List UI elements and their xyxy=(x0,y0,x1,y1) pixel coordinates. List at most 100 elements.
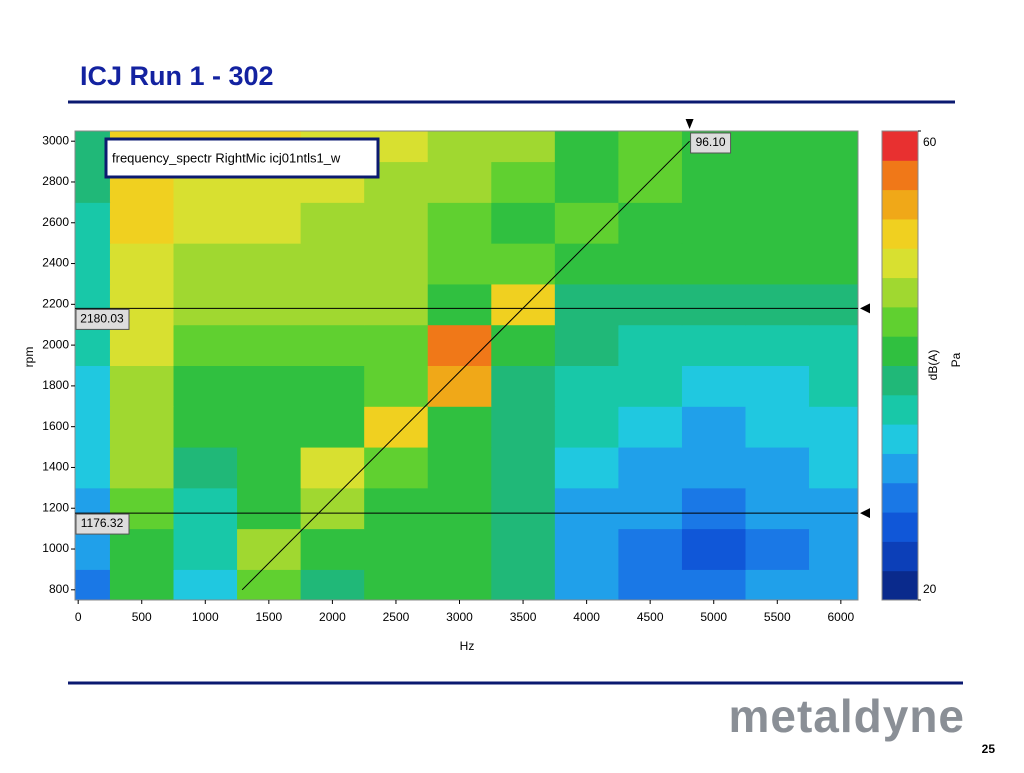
heat-cell xyxy=(300,528,365,570)
heat-cell xyxy=(491,161,556,203)
y-tick-label: 2200 xyxy=(42,296,69,310)
heat-cell xyxy=(745,161,810,203)
heat-cell xyxy=(618,161,683,203)
heat-cell xyxy=(364,528,429,570)
heat-cell xyxy=(173,487,238,530)
x-tick-label: 4000 xyxy=(573,610,600,624)
cursor-label: 2180.03 xyxy=(80,312,124,326)
heat-cell xyxy=(109,528,175,570)
y-tick-label: 1800 xyxy=(42,378,69,392)
y-tick-label: 1600 xyxy=(42,419,69,433)
x-tick-label: 3500 xyxy=(510,610,537,624)
colorbar-swatch xyxy=(882,424,918,454)
colorbar-tick-label: 60 xyxy=(923,135,937,149)
heat-cell xyxy=(681,202,747,244)
heat-cell xyxy=(681,283,747,326)
plot-frame xyxy=(74,130,859,601)
y-axis-label: rpm xyxy=(22,347,36,368)
colorbar-swatch xyxy=(882,277,918,308)
heat-cell xyxy=(745,406,810,448)
heat-cell xyxy=(809,569,859,601)
heat-cell xyxy=(237,283,302,326)
order-line xyxy=(241,140,690,591)
heat-cell xyxy=(554,324,619,366)
heat-cell xyxy=(173,528,238,570)
page-number: 25 xyxy=(982,742,996,756)
heat-cell xyxy=(618,365,683,407)
heat-cell xyxy=(618,528,683,570)
heat-cell xyxy=(554,569,619,601)
y-tick-label: 1000 xyxy=(42,541,69,555)
heat-cell xyxy=(681,447,747,489)
heat-cell xyxy=(681,406,747,448)
heat-cell xyxy=(554,528,619,570)
heat-cell xyxy=(491,131,556,163)
heat-cell xyxy=(173,569,238,601)
heat-cell xyxy=(364,569,429,601)
heat-cell xyxy=(427,569,492,601)
y-tick-label: 3000 xyxy=(42,133,69,147)
legend-box xyxy=(104,137,380,179)
y-tick-label: 2600 xyxy=(42,215,69,229)
heat-cell xyxy=(75,243,111,285)
heat-cell xyxy=(809,487,859,530)
heat-cell xyxy=(364,406,429,448)
heat-cell xyxy=(109,569,175,601)
order-label-box xyxy=(690,132,732,154)
heat-cell xyxy=(681,528,747,570)
x-tick-label: 2000 xyxy=(319,610,346,624)
x-tick-label: 5000 xyxy=(700,610,727,624)
colorbar-label: dB(A) xyxy=(926,350,940,381)
heat-cell xyxy=(364,487,429,530)
heat-cell xyxy=(809,365,859,407)
heat-cell xyxy=(237,324,302,366)
heat-cell xyxy=(427,447,492,489)
colorbar-swatch xyxy=(882,482,918,513)
x-tick-label: 6000 xyxy=(827,610,854,624)
x-tick-label: 5500 xyxy=(764,610,791,624)
heat-cell xyxy=(491,406,556,448)
colorbar-swatch xyxy=(882,453,918,484)
legend-label: frequency_spectr RightMic icj01ntls1_w xyxy=(112,150,341,165)
x-tick-label: 3000 xyxy=(446,610,473,624)
colorbar-swatch xyxy=(882,160,918,191)
colorbar-swatch xyxy=(882,365,918,396)
heat-cell xyxy=(300,365,365,407)
heat-cell xyxy=(300,243,365,285)
heat-cell xyxy=(427,406,492,448)
heat-cell xyxy=(237,365,302,407)
heat-cell xyxy=(75,406,111,448)
y-tick-label: 2000 xyxy=(42,337,69,351)
heat-cell xyxy=(173,406,238,448)
colorbar-tick-label: 20 xyxy=(923,582,937,596)
heat-cell xyxy=(554,283,619,326)
heat-cell xyxy=(173,365,238,407)
y-tick-label: 1400 xyxy=(42,460,69,474)
heat-cell xyxy=(681,243,747,285)
heat-cell xyxy=(427,243,492,285)
heat-cell xyxy=(554,365,619,407)
x-tick-label: 1500 xyxy=(255,610,282,624)
heat-cell xyxy=(364,243,429,285)
colorbar-swatch xyxy=(882,189,918,220)
heat-cell xyxy=(491,324,556,366)
heat-cell xyxy=(237,569,302,601)
heat-cell xyxy=(75,569,111,601)
heat-cell xyxy=(300,406,365,448)
heat-cell xyxy=(427,365,492,407)
heat-cell xyxy=(745,324,810,366)
cursor-marker xyxy=(860,508,870,519)
cursor-label-box xyxy=(75,308,130,330)
x-tick-label: 500 xyxy=(132,610,152,624)
colorbar-swatch xyxy=(882,248,918,279)
heat-cell xyxy=(173,243,238,285)
slide-title: ICJ Run 1 - 302 xyxy=(80,61,274,91)
heat-cell xyxy=(745,243,810,285)
heat-cell xyxy=(809,202,859,244)
heat-cell xyxy=(300,324,365,366)
heat-cell xyxy=(237,528,302,570)
heat-cell xyxy=(681,487,747,530)
heat-cell xyxy=(427,131,492,163)
heat-cell xyxy=(745,528,810,570)
heat-cell xyxy=(745,131,810,163)
